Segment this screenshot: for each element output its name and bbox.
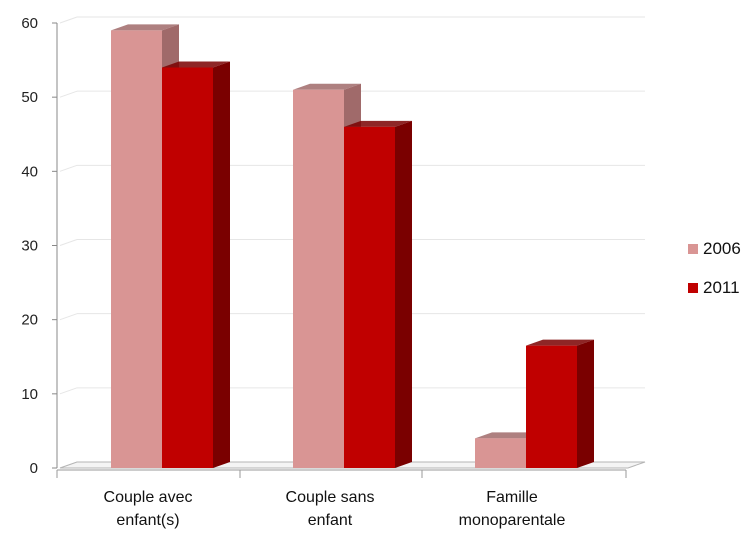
bar-side-2011-2: [577, 339, 594, 468]
legend-swatch-2006: [688, 244, 698, 254]
bar-2011-0: [162, 67, 213, 468]
bar-2006-1: [293, 89, 344, 468]
bar-2006-0: [111, 30, 162, 469]
legend-label-2006: 2006: [703, 239, 741, 258]
gridline-connector: [59, 16, 78, 24]
legend-label-2011: 2011: [703, 278, 740, 297]
y-tick-label: 10: [21, 386, 38, 403]
y-tick-label: 50: [21, 89, 38, 106]
x-category-label: enfant(s): [116, 512, 179, 529]
bar-top-2011-0: [162, 61, 230, 68]
y-tick-label: 30: [21, 238, 38, 255]
y-tick-label: 0: [30, 460, 38, 477]
x-category-label: Famille: [486, 489, 538, 506]
x-category-label: Couple sans: [286, 489, 375, 506]
gridline-connector: [59, 164, 78, 172]
y-axis: 0 10 20 30 40 50 60: [21, 15, 58, 477]
gridline-connector: [59, 313, 78, 321]
bar-top-2011-2: [526, 339, 594, 346]
y-tick-label: 20: [21, 312, 38, 329]
legend: 2006 2011: [688, 239, 741, 297]
bars: [111, 24, 594, 469]
y-tick-label: 40: [21, 163, 38, 180]
x-category-label: Couple avec: [104, 489, 193, 506]
bar-2011-1: [344, 126, 395, 468]
bar-top-2006-1: [293, 83, 361, 90]
gridline-connector: [59, 239, 78, 246]
bar-2006-2: [475, 438, 526, 468]
x-category-label: monoparentale: [459, 512, 566, 529]
gridline-connector: [59, 90, 78, 98]
x-axis: Couple avec enfant(s) Couple sans enfant Fam…: [56, 470, 627, 529]
bar-top-2011-1: [344, 120, 412, 127]
x-category-label: enfant: [308, 512, 353, 529]
bar-top-2006-0: [111, 24, 179, 31]
bar-side-2011-0: [213, 61, 230, 468]
gridline-connector: [59, 387, 78, 395]
y-tick-label: 60: [21, 15, 38, 32]
legend-swatch-2011: [688, 283, 698, 293]
bar-2011-2: [526, 345, 577, 468]
bar-side-2011-1: [395, 120, 412, 468]
